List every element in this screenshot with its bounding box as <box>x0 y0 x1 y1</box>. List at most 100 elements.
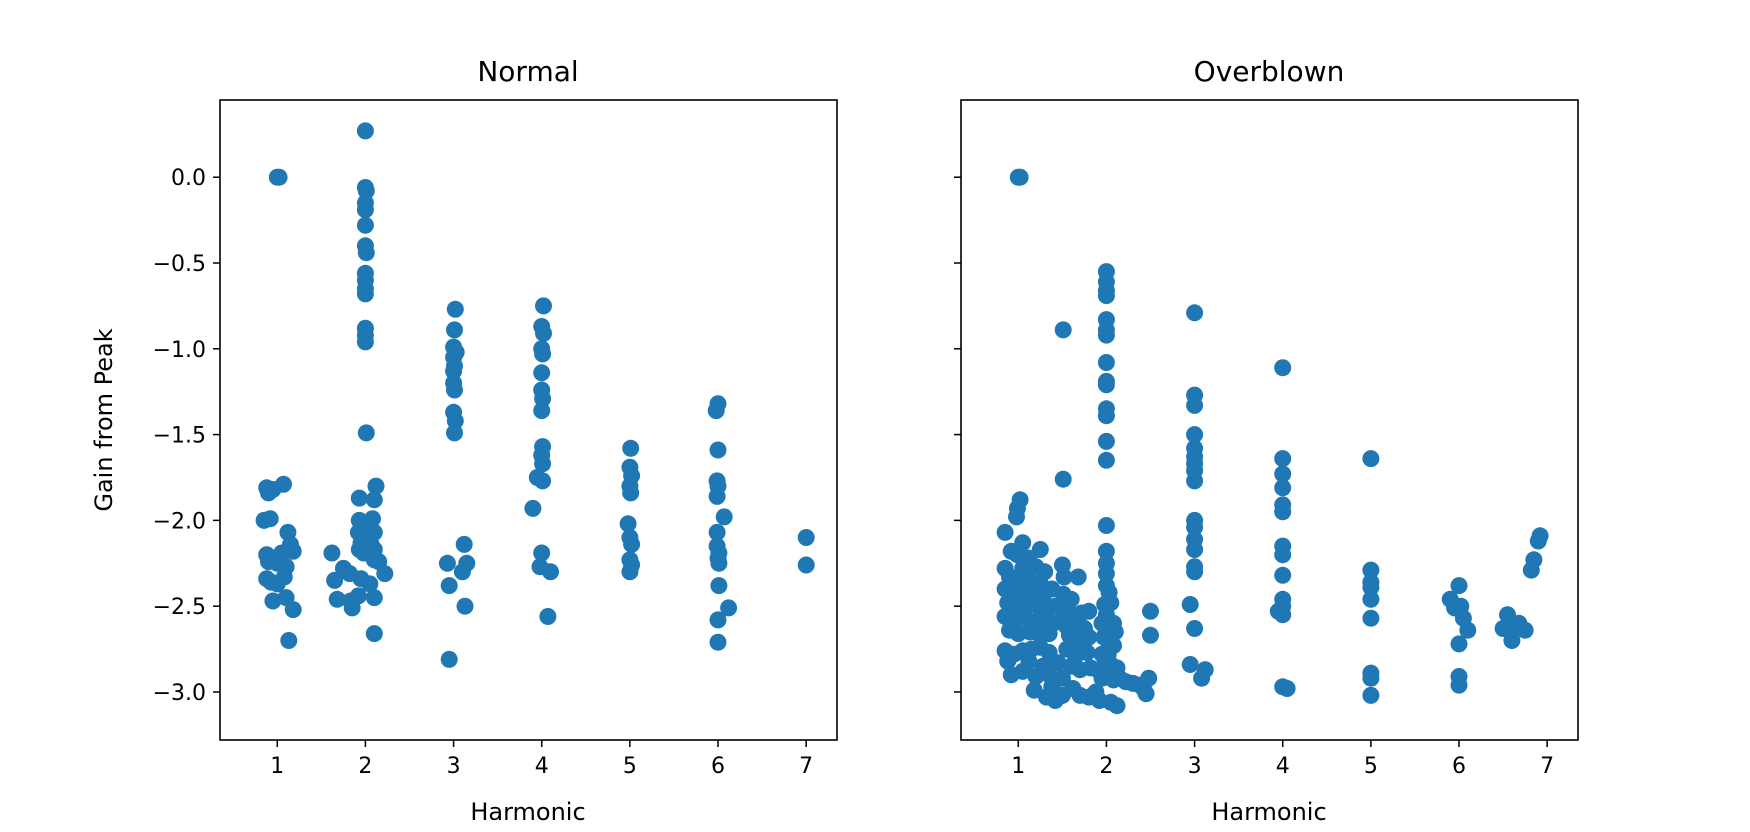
ytick-label-normal-3: −1.5 <box>153 424 206 449</box>
point-normal-127 <box>708 523 726 541</box>
point-normal-15 <box>273 544 291 562</box>
point-overblown-56 <box>1014 662 1032 680</box>
point-normal-126 <box>715 508 733 526</box>
point-normal-89 <box>440 650 458 668</box>
point-overblown-107 <box>1097 517 1115 534</box>
point-normal-64 <box>361 575 379 593</box>
point-overblown-190 <box>1459 621 1477 639</box>
ytick-label-normal-0: 0.0 <box>171 166 206 191</box>
xtick-label-normal-5: 6 <box>711 754 725 779</box>
point-overblown-161 <box>1274 359 1292 377</box>
point-overblown-96 <box>1097 287 1115 305</box>
point-normal-65 <box>328 590 346 608</box>
point-normal-135 <box>709 633 727 651</box>
point-overblown-168 <box>1274 546 1292 564</box>
point-overblown-155 <box>1186 563 1204 581</box>
point-overblown-66 <box>1055 568 1073 586</box>
point-normal-20 <box>275 568 293 586</box>
point-overblown-139 <box>1142 602 1159 620</box>
xtick-label-overblown-3: 4 <box>1276 754 1290 779</box>
point-overblown-191 <box>1450 635 1468 653</box>
point-overblown-179 <box>1362 578 1380 596</box>
point-overblown-2 <box>1054 321 1072 339</box>
point-normal-43 <box>365 491 383 509</box>
point-normal-105 <box>533 544 551 562</box>
point-overblown-51 <box>999 652 1017 670</box>
xticks-overblown: 1 2 3 4 5 6 7 <box>1011 740 1554 779</box>
point-normal-30 <box>356 216 374 234</box>
ytick-label-normal-6: −3.0 <box>153 681 206 706</box>
point-overblown-185 <box>1450 577 1468 595</box>
title-normal: Normal <box>477 55 578 88</box>
point-overblown-110 <box>1097 565 1115 583</box>
xtick-label-normal-0: 1 <box>270 754 284 779</box>
point-normal-82 <box>446 424 463 442</box>
point-normal-69 <box>343 599 361 617</box>
point-normal-113 <box>622 484 640 502</box>
point-overblown-164 <box>1274 479 1292 497</box>
point-overblown-138 <box>1108 697 1126 715</box>
point-normal-95 <box>533 364 551 382</box>
xtick-label-normal-2: 3 <box>447 754 461 779</box>
points-overblown <box>996 168 1549 715</box>
point-overblown-141 <box>1186 304 1204 322</box>
point-overblown-177 <box>1362 561 1380 579</box>
point-normal-134 <box>709 611 727 629</box>
xtick-label-overblown-0: 1 <box>1011 754 1025 779</box>
point-overblown-44 <box>1040 625 1058 643</box>
point-overblown-181 <box>1362 609 1380 627</box>
xticks-normal: 1 2 3 4 5 6 7 <box>270 740 813 779</box>
point-overblown-169 <box>1274 566 1292 584</box>
point-normal-59 <box>326 571 344 589</box>
point-normal-84 <box>438 554 456 572</box>
point-overblown-108 <box>1097 542 1115 560</box>
point-normal-5 <box>275 475 292 493</box>
point-overblown-102 <box>1097 376 1115 394</box>
point-overblown-7 <box>996 523 1014 541</box>
point-normal-101 <box>534 455 552 473</box>
panel-normal: Normal 1 2 3 4 5 6 7 0.0 −0.5 −1.0 −1.5 −2.0 −2.5 −3… <box>90 55 838 826</box>
point-overblown-79 <box>1080 628 1098 646</box>
point-overblown-149 <box>1186 472 1204 490</box>
point-normal-119 <box>621 563 639 581</box>
point-overblown-143 <box>1186 396 1204 414</box>
point-normal-125 <box>708 487 726 505</box>
ylabel: Gain from Peak <box>90 328 118 511</box>
point-overblown-157 <box>1186 620 1204 637</box>
point-normal-90 <box>535 297 552 315</box>
point-normal-71 <box>446 300 464 318</box>
point-normal-136 <box>797 529 815 546</box>
xtick-label-normal-1: 2 <box>358 754 372 779</box>
point-overblown-135 <box>1140 669 1158 687</box>
point-overblown-54 <box>1049 654 1067 672</box>
point-normal-87 <box>440 577 458 595</box>
point-overblown-175 <box>1278 680 1296 697</box>
point-normal-25 <box>356 122 374 140</box>
point-normal-114 <box>619 515 637 533</box>
point-overblown-106 <box>1097 451 1115 469</box>
point-normal-83 <box>455 535 473 553</box>
point-normal-107 <box>542 563 559 581</box>
point-normal-133 <box>720 599 738 617</box>
point-normal-92 <box>535 324 552 342</box>
point-overblown-6 <box>1008 508 1025 526</box>
point-overblown-176 <box>1362 450 1380 468</box>
xtick-label-overblown-1: 2 <box>1099 754 1113 779</box>
xtick-label-normal-3: 4 <box>535 754 549 779</box>
point-overblown-151 <box>1186 518 1204 536</box>
point-normal-39 <box>356 333 374 351</box>
point-normal-32 <box>357 244 375 262</box>
point-normal-23 <box>284 601 302 619</box>
point-overblown-184 <box>1362 686 1380 704</box>
point-overblown-173 <box>1274 606 1292 624</box>
xlabel-normal: Harmonic <box>470 798 585 826</box>
ytick-label-normal-5: −2.5 <box>153 595 206 620</box>
point-normal-86 <box>453 563 471 581</box>
point-overblown-158 <box>1181 656 1199 673</box>
point-normal-77 <box>445 362 463 380</box>
point-normal-104 <box>524 499 542 517</box>
point-normal-62 <box>376 565 394 583</box>
xtick-label-normal-6: 7 <box>799 754 813 779</box>
xtick-label-normal-4: 5 <box>623 754 637 779</box>
